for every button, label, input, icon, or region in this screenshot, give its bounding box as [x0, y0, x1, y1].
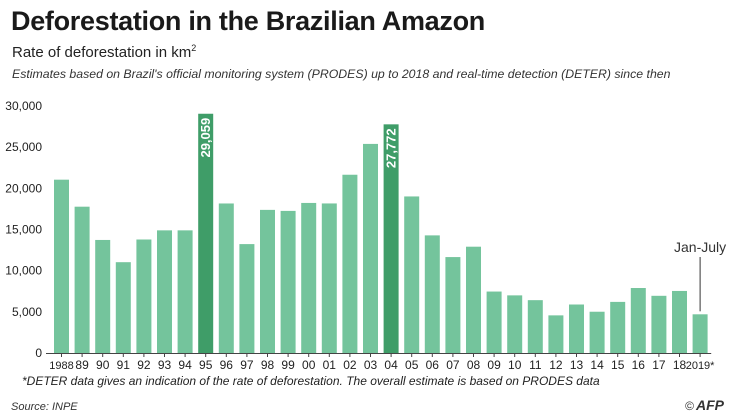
x-tick-label: 11: [529, 358, 542, 372]
x-tick-label: 15: [611, 358, 625, 372]
bar: [95, 239, 111, 353]
bar: [136, 239, 152, 353]
bar: [466, 246, 481, 353]
y-tick-label: 10,000: [5, 264, 42, 278]
annotation-label: Jan-July: [674, 239, 726, 255]
bar: [486, 291, 502, 353]
y-tick-label: 20,000: [5, 181, 42, 195]
x-tick-label: 90: [96, 358, 110, 372]
y-tick-label: 15,000: [5, 223, 42, 237]
bar-chart: 0 5,000 10,000 15,000 20,000 25,000 30,000 1988…: [5, 99, 726, 372]
x-tick-label: 1988: [49, 360, 73, 372]
bar: [651, 295, 667, 353]
y-tick-label: 0: [35, 346, 42, 360]
x-tick-label: 05: [405, 358, 419, 372]
y-tick-label: 25,000: [5, 140, 42, 154]
x-tick-label: 08: [467, 358, 481, 372]
afp-logo: © AFP: [685, 397, 724, 413]
bar: [445, 257, 461, 353]
x-tick-label: 99: [281, 358, 295, 372]
x-tick-label: 91: [117, 358, 131, 372]
x-tick-label: 92: [137, 358, 151, 372]
bar: [404, 196, 420, 353]
bar: [363, 143, 378, 353]
x-tick-label: 94: [178, 358, 192, 372]
bar-value-label: 27,772: [384, 128, 399, 168]
x-tick-label: 17: [652, 358, 666, 372]
bar: [321, 203, 337, 353]
bar: [260, 209, 275, 353]
bar: [630, 288, 646, 353]
x-tick-label: 18: [673, 358, 687, 372]
y-tick-label: 30,000: [5, 99, 42, 113]
bar: [548, 315, 564, 353]
bar: [280, 210, 296, 353]
x-tick-label: 00: [302, 358, 316, 372]
bar-highlight: [198, 113, 214, 354]
bar: [589, 311, 605, 353]
source-note: Source: INPE: [11, 401, 78, 413]
bar: [301, 202, 317, 353]
x-tick-label: 06: [426, 358, 440, 372]
x-tick-label: 16: [632, 358, 646, 372]
bar-highlight: [383, 124, 399, 353]
x-tick-label: 97: [240, 358, 254, 372]
x-tick-label: 98: [261, 358, 275, 372]
x-tick-label: 10: [508, 358, 522, 372]
x-tick-label: 02: [343, 358, 357, 372]
y-tick-label: 5,000: [12, 305, 42, 319]
x-tick-label: 03: [364, 358, 378, 372]
x-tick-label: 13: [570, 358, 584, 372]
chart-subtitle: Rate of deforestation in km2: [12, 43, 197, 61]
x-tick-label: 09: [487, 358, 501, 372]
x-tick-label: 96: [220, 358, 234, 372]
x-tick-label: 01: [323, 358, 337, 372]
bar: [672, 290, 687, 353]
bar: [74, 206, 90, 353]
x-tick-label: 14: [590, 358, 604, 372]
x-tick-label: 89: [75, 358, 89, 372]
x-tick-label: 07: [446, 358, 460, 372]
bar: [54, 179, 69, 353]
bar: [239, 244, 255, 353]
footnote: *DETER data gives an indication of the r…: [22, 374, 600, 388]
bar: [218, 203, 234, 353]
bar: [527, 300, 543, 353]
bar: [610, 301, 626, 353]
bar: [342, 174, 358, 353]
x-tick-label: 95: [199, 358, 213, 372]
x-tick-label: 2019*: [686, 360, 715, 372]
bar: [115, 262, 131, 353]
chart-description: Estimates based on Brazil's official mon…: [12, 67, 671, 81]
chart-title: Deforestation in the Brazilian Amazon: [11, 6, 485, 36]
x-tick-label: 12: [549, 358, 563, 372]
x-tick-label: 04: [384, 358, 398, 372]
bar: [157, 230, 172, 353]
bar: [569, 304, 584, 353]
bar: [507, 295, 523, 353]
bar: [692, 314, 708, 353]
x-tick-label: 93: [158, 358, 172, 372]
bar-value-label: 29,059: [198, 118, 213, 158]
bar: [424, 235, 440, 353]
bar: [177, 230, 193, 353]
